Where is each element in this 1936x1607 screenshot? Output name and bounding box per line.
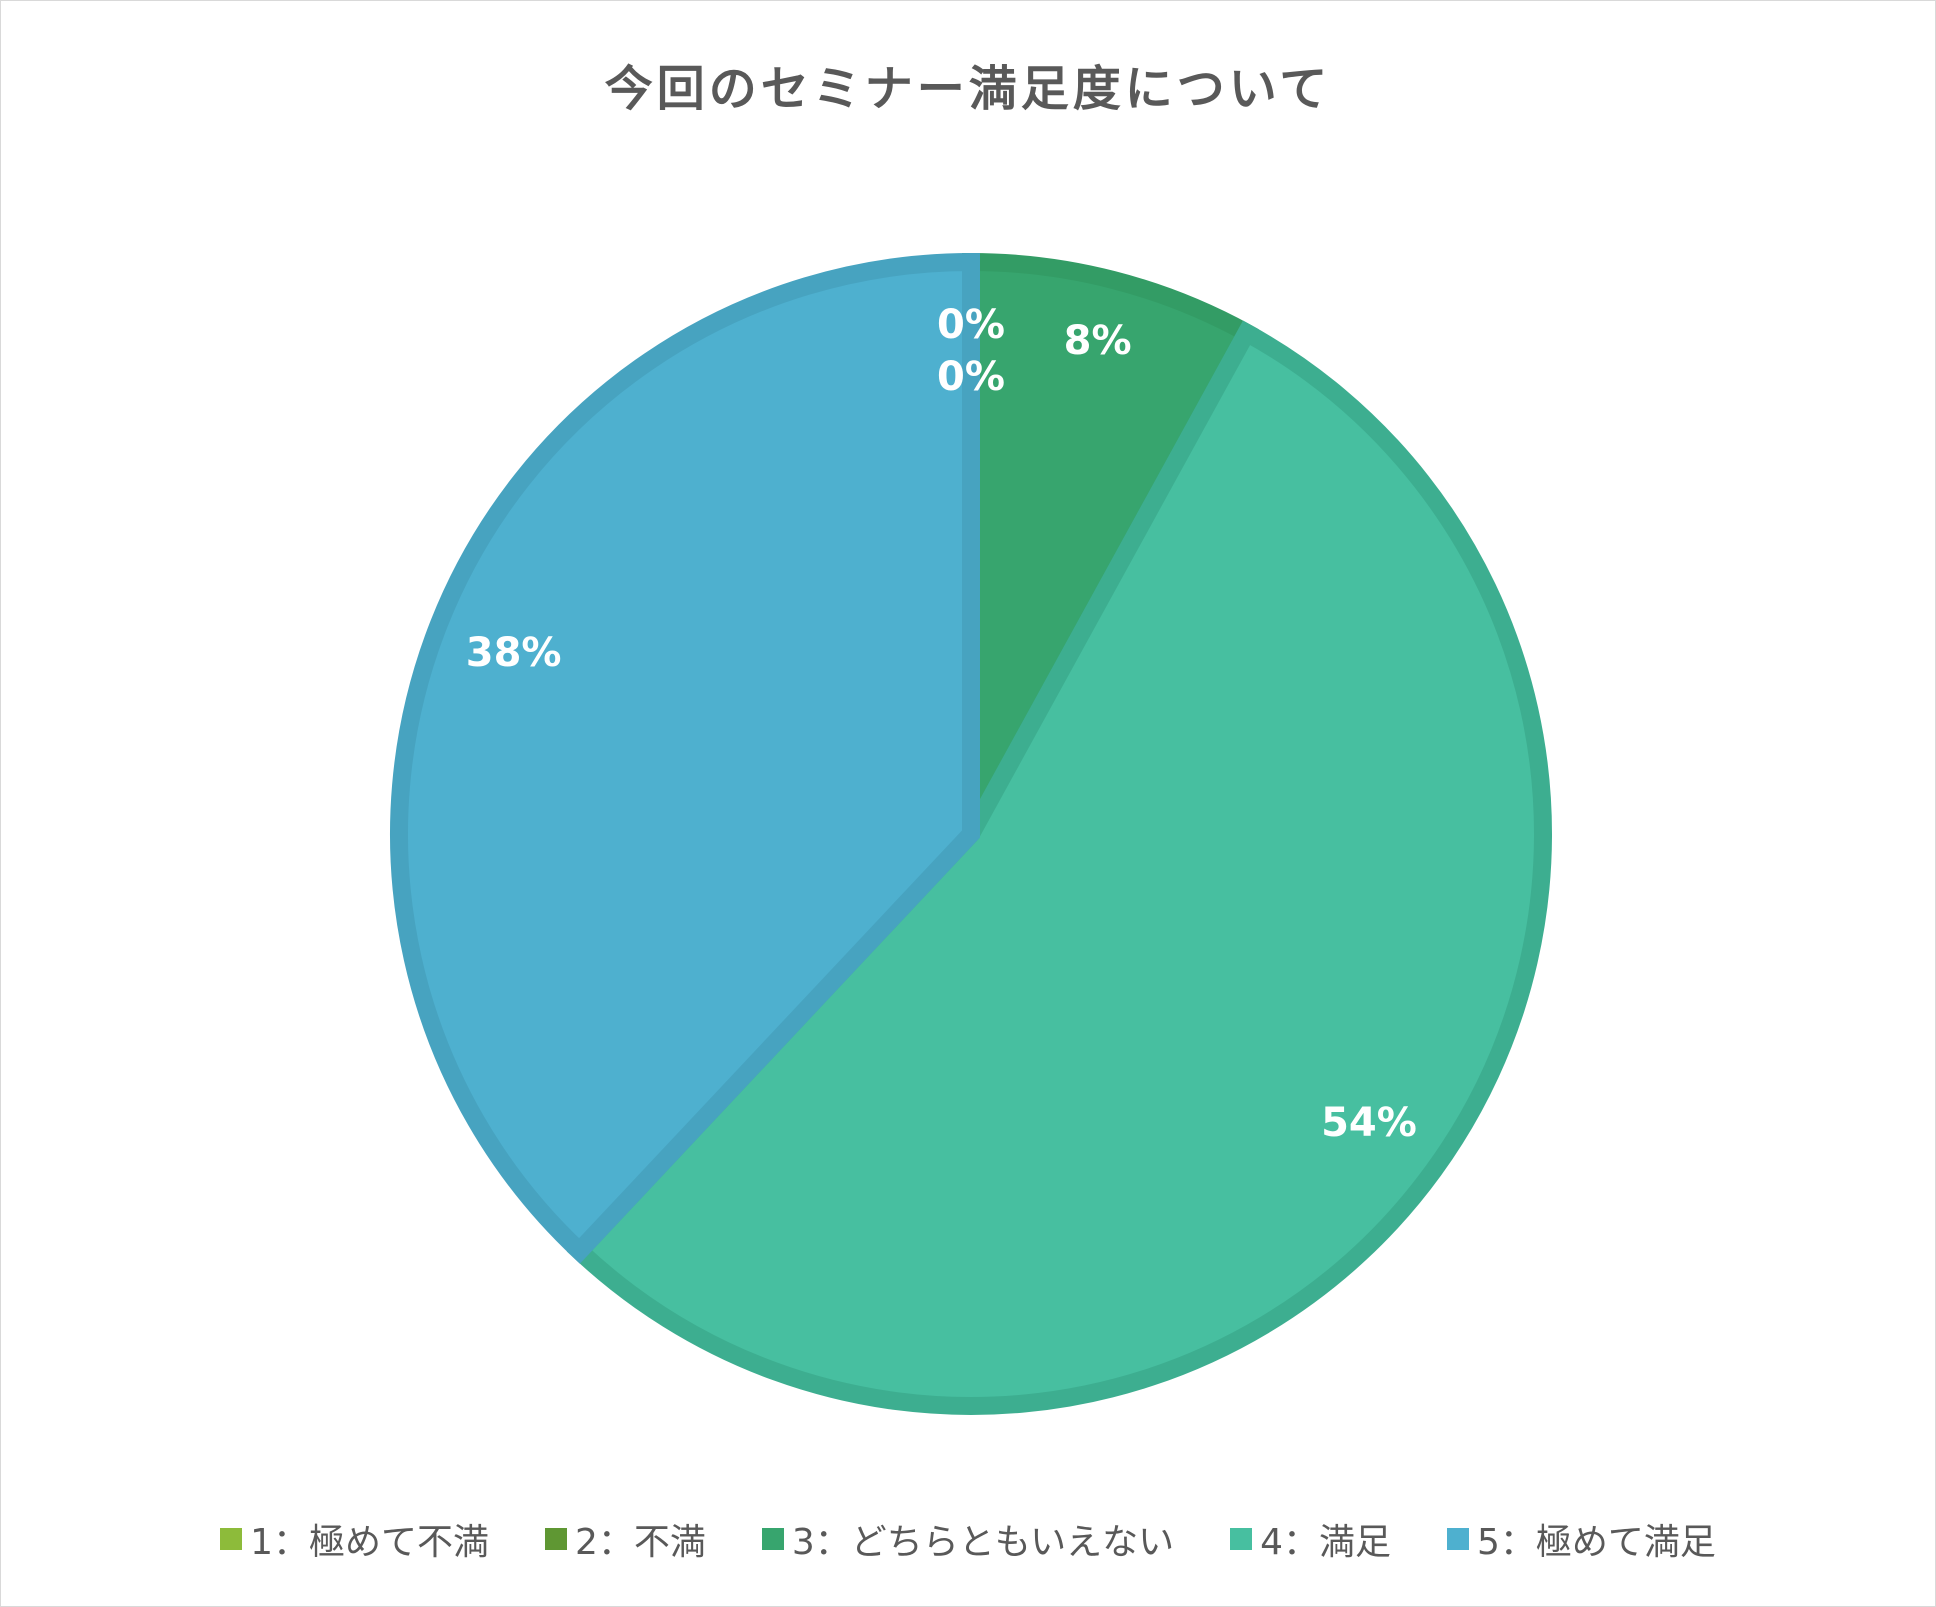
pie-chart: 0% 0% 8% 54% 38% (390, 252, 1552, 1415)
legend-item-5: 5：極めて満足 (1447, 1513, 1716, 1565)
legend-item-1: 1：極めて不満 (220, 1513, 489, 1565)
data-label-4: 54% (1321, 1100, 1417, 1146)
data-label-1: 0% (937, 302, 1005, 348)
legend-label: 3：どちらともいえない (791, 1522, 1175, 1563)
legend-swatch (545, 1528, 567, 1550)
legend-swatch (1230, 1528, 1253, 1550)
data-label-2: 0% (937, 354, 1005, 400)
data-label-5: 38% (466, 630, 562, 676)
legend-label: 1：極めて不満 (250, 1522, 489, 1563)
legend-swatch (761, 1528, 784, 1550)
legend-label: 5：極めて満足 (1477, 1522, 1716, 1563)
pie-slice-5 (390, 252, 980, 1264)
chart-title: 今回のセミナー満足度について (604, 61, 1332, 117)
legend-swatch (1447, 1528, 1469, 1550)
legend-item-2: 2：不満 (545, 1513, 706, 1565)
legend-label: 2：不満 (575, 1522, 706, 1563)
pie-slice-4 (566, 320, 1552, 1415)
legend-item-4: 4：満足 (1230, 1513, 1391, 1565)
legend-item-3: 3：どちらともいえない (761, 1513, 1175, 1565)
legend-swatch (220, 1528, 243, 1550)
legend-label: 4：満足 (1260, 1522, 1391, 1563)
legend: 1：極めて不満 2：不満 3：どちらともいえない 4：満足 5：極めて満足 (1, 1513, 1935, 1565)
data-label-3: 8% (1064, 318, 1132, 364)
